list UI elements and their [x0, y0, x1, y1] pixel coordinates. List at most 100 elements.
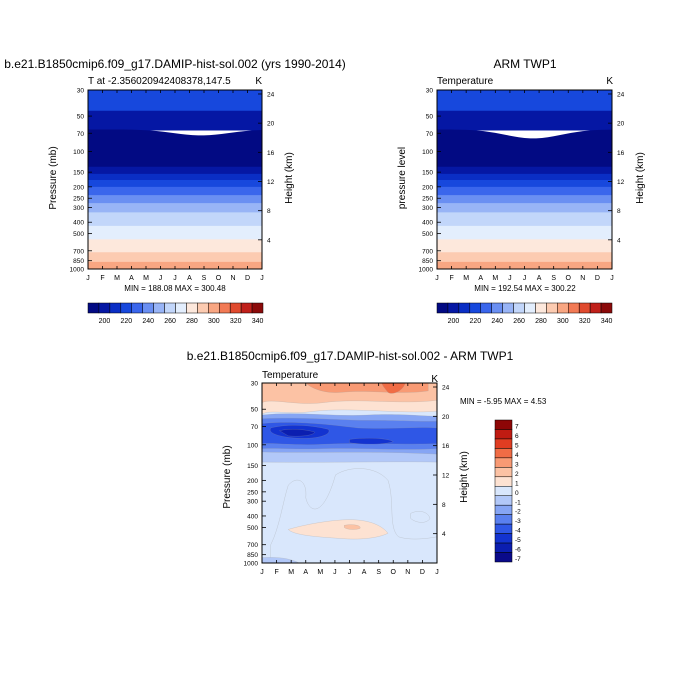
- panel3-colorbar-label: 2: [515, 471, 519, 478]
- p1-plot-y-tick-label: 400: [73, 220, 84, 227]
- temperature-band: [88, 110, 262, 131]
- panel2-right-label: K: [606, 76, 613, 87]
- panel2-colorbar-label: 260: [513, 318, 525, 325]
- p2-plot-y-tick-label: 1000: [419, 267, 434, 274]
- panel2-colorbar-box: [491, 302, 503, 314]
- temperature-band: [437, 90, 612, 112]
- panel3-colorbar-box: [494, 476, 513, 487]
- panel2-colorbar-box: [600, 302, 613, 314]
- p2-plot-y2-tick-label: 20: [617, 121, 625, 128]
- panel3-colorbar-label: 7: [515, 424, 519, 431]
- panel3-colorbar-box: [494, 467, 513, 478]
- temperature-band: [88, 166, 262, 175]
- panel3-x-tick-label: J: [260, 569, 264, 576]
- panel2-minmax: MIN = 192.54 MAX = 300.22: [474, 284, 576, 293]
- panel3-colorbar-box: [494, 429, 513, 440]
- panel3-left-label: Temperature: [262, 370, 319, 381]
- panel1-colorbar-box: [131, 302, 143, 314]
- panel3-x-tick-label: A: [362, 569, 367, 576]
- panel2-left-label: Temperature: [437, 76, 494, 87]
- panel1-colorbar-box: [251, 302, 264, 314]
- panel1-colorbar-label: 240: [142, 318, 154, 325]
- p1-plot-y2-tick-label: 4: [267, 237, 271, 244]
- p2-plot-x-tick-label: D: [595, 275, 600, 282]
- p2-plot-x-tick-label: N: [580, 275, 585, 282]
- panel3-y-tick-label: 250: [247, 489, 258, 496]
- p1-plot-y-tick-label: 200: [73, 184, 84, 191]
- temperature-band: [437, 166, 612, 175]
- panel3-x-tick-label: F: [274, 569, 278, 576]
- temperature-band: [88, 212, 262, 227]
- panel3-x-tick-label: J: [333, 569, 337, 576]
- temperature-band: [437, 110, 612, 131]
- temperature-band: [88, 203, 262, 214]
- p2-plot-x-tick-label: J: [435, 275, 439, 282]
- panel3-y2-tick-label: 4: [442, 531, 446, 538]
- panel2-colorbar-label: 320: [579, 318, 591, 325]
- panel1-colorbar-box: [109, 302, 122, 314]
- panel1-colorbar-box: [87, 302, 100, 314]
- p1-plot-y-tick-label: 1000: [70, 267, 85, 274]
- p2-plot-y2-tick-label: 24: [617, 91, 625, 98]
- difference-contour: [349, 438, 394, 445]
- panel1-contour-plot: J F M A M J J A S O N D J 30 50 70 100 150 200 250 300 400 500…: [70, 88, 275, 283]
- difference-contour: [270, 468, 437, 563]
- difference-contour: [344, 524, 361, 530]
- p1-plot-y-tick-label: 50: [77, 114, 85, 121]
- panel1-colorbar: 200 220 240 260 280 300 320 340: [87, 302, 264, 325]
- panel1-colorbar-label: 220: [120, 318, 132, 325]
- panel2-colorbar-box: [502, 302, 514, 314]
- temperature-band: [88, 129, 262, 169]
- panel1-ylabel: Pressure (mb): [48, 146, 59, 209]
- temperature-band: [437, 186, 612, 197]
- panel3-y-tick-label: 200: [247, 478, 258, 485]
- panel1-colorbar-label: 260: [164, 318, 176, 325]
- p1-plot-x-tick-label: J: [173, 275, 177, 282]
- difference-contour: [288, 519, 389, 540]
- panel3-colorbar-label: -5: [515, 537, 521, 544]
- panel3-x-tick-label: M: [288, 569, 294, 576]
- panel3-colorbar: 7 6 5 4 3 2 1 0 -1 -2 -3 -4 -5 -6 -7: [494, 419, 521, 563]
- panel3-y-tick-label: 150: [247, 463, 258, 470]
- temperature-band: [437, 180, 612, 188]
- p1-plot-x-tick-label: S: [202, 275, 207, 282]
- p1-plot-y-tick-label: 700: [73, 248, 84, 255]
- p2-plot-y-tick-label: 200: [422, 184, 433, 191]
- panel2-colorbar-label: 220: [469, 318, 481, 325]
- temperature-band: [88, 239, 262, 254]
- p2-plot-y2-tick-label: 16: [617, 150, 625, 157]
- p1-plot-y2-tick-label: 20: [267, 121, 275, 128]
- panel1-y2label: Height (km): [284, 152, 295, 204]
- p2-plot-x-tick-label: A: [478, 275, 483, 282]
- panel3-colorbar-box: [494, 419, 513, 430]
- panel1-minmax: MIN = 188.08 MAX = 300.48: [124, 284, 226, 293]
- panel3-y-tick-label: 100: [247, 442, 258, 449]
- panel2-colorbar-box: [546, 302, 558, 314]
- panel1-colorbar-box: [208, 302, 220, 314]
- temperature-band: [437, 195, 612, 205]
- panel3-colorbar-box: [494, 448, 513, 459]
- panel2-y2label: Height (km): [635, 152, 646, 204]
- panel2-colorbar-box: [469, 302, 481, 314]
- p2-plot-y-tick-label: 850: [422, 258, 433, 265]
- panel3-y2label: Height (km): [459, 451, 470, 503]
- panel3-y-tick-label: 30: [251, 381, 259, 388]
- panel3-colorbar-label: 5: [515, 442, 519, 449]
- temperature-band: [88, 90, 262, 112]
- p2-plot-y2-tick-label: 12: [617, 179, 625, 186]
- difference-contour: [381, 383, 406, 394]
- panel3-colorbar-box: [494, 533, 513, 544]
- temperature-band: [437, 212, 612, 227]
- p1-plot-y-tick-label: 850: [73, 258, 84, 265]
- panel-obs-temperature: ARM TWP1 Temperature K J F M A M J J A S O N D J 30 50…: [397, 57, 646, 325]
- panel3-y-tick-label: 700: [247, 542, 258, 549]
- panel3-colorbar-label: 3: [515, 461, 519, 468]
- p1-plot-y-tick-label: 300: [73, 205, 84, 212]
- panel3-colorbar-label: -1: [515, 499, 521, 506]
- panel3-colorbar-label: 0: [515, 490, 519, 497]
- panel3-y2-tick-label: 24: [442, 385, 450, 392]
- difference-contour: [279, 429, 315, 437]
- p1-plot-x-tick-label: N: [230, 275, 235, 282]
- panel3-y2-tick-label: 16: [442, 443, 450, 450]
- p2-plot-x-tick-label: F: [449, 275, 453, 282]
